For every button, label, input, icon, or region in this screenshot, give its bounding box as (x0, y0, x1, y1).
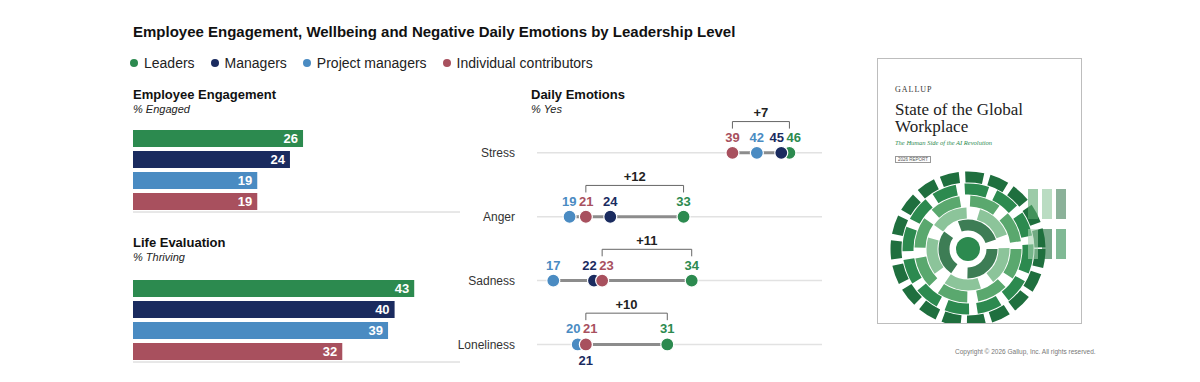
svg-text:19: 19 (562, 194, 576, 209)
svg-text:43: 43 (395, 281, 409, 296)
html-text:Individual contributors: Individual contributors (456, 55, 593, 71)
svg-text:19: 19 (238, 194, 252, 209)
svg-text:21: 21 (583, 321, 597, 336)
html-text:State of the Global Workplace: State of the Global Workplace (895, 100, 1023, 136)
svg-text:Stress: Stress (481, 146, 515, 160)
svg-text:Loneliness: Loneliness (458, 338, 515, 352)
svg-text:+11: +11 (636, 233, 657, 248)
svg-text:45: 45 (770, 130, 784, 145)
svg-text:24: 24 (603, 194, 618, 209)
svg-text:21: 21 (579, 194, 593, 209)
svg-text:+12: +12 (624, 169, 646, 184)
svg-text:40: 40 (375, 302, 389, 317)
svg-text:22: 22 (582, 258, 596, 273)
svg-text:Sadness: Sadness (468, 274, 515, 288)
html-text:Leaders: Leaders (144, 55, 195, 71)
html-text:% Engaged: % Engaged (133, 103, 190, 115)
html-text:GALLUP: GALLUP (895, 85, 933, 94)
svg-text:21: 21 (579, 353, 593, 368)
html-text:% Thriving: % Thriving (133, 251, 185, 263)
html-text:Copyright © 2026 Gallup, Inc.: Copyright © 2026 Gallup, Inc. All rights… (955, 348, 1096, 355)
svg-text:26: 26 (284, 131, 298, 146)
html-text:% Yes: % Yes (531, 103, 562, 115)
html-text:Project managers: Project managers (316, 55, 427, 71)
html-text:2026 REPORT: 2026 REPORT (898, 157, 928, 162)
svg-text:31: 31 (660, 321, 674, 336)
svg-text:39: 39 (369, 323, 383, 338)
svg-text:46: 46 (787, 130, 801, 145)
svg-text:33: 33 (676, 194, 690, 209)
html-text:Employee Engagement: Employee Engagement (133, 87, 276, 102)
svg-text:39: 39 (725, 130, 739, 145)
svg-text:Anger: Anger (483, 210, 515, 224)
svg-text:32: 32 (323, 344, 337, 359)
svg-text:19: 19 (238, 173, 252, 188)
svg-text:42: 42 (750, 130, 764, 145)
html-text:The Human Side of the AI Revol: The Human Side of the AI Revolution (895, 139, 992, 146)
html-text:Managers: Managers (224, 55, 287, 71)
svg-text:+7: +7 (754, 105, 769, 120)
svg-text:+10: +10 (616, 297, 638, 312)
html-text:Daily Emotions: Daily Emotions (531, 87, 625, 102)
svg-text:24: 24 (270, 152, 285, 167)
svg-text:23: 23 (599, 258, 613, 273)
svg-text:17: 17 (546, 258, 560, 273)
html-text:Employee Engagement, Wellbeing: Employee Engagement, Wellbeing and Negat… (133, 23, 736, 40)
svg-text:34: 34 (684, 258, 699, 273)
html-text:Life Evaluation: Life Evaluation (133, 235, 226, 250)
svg-text:20: 20 (566, 321, 580, 336)
